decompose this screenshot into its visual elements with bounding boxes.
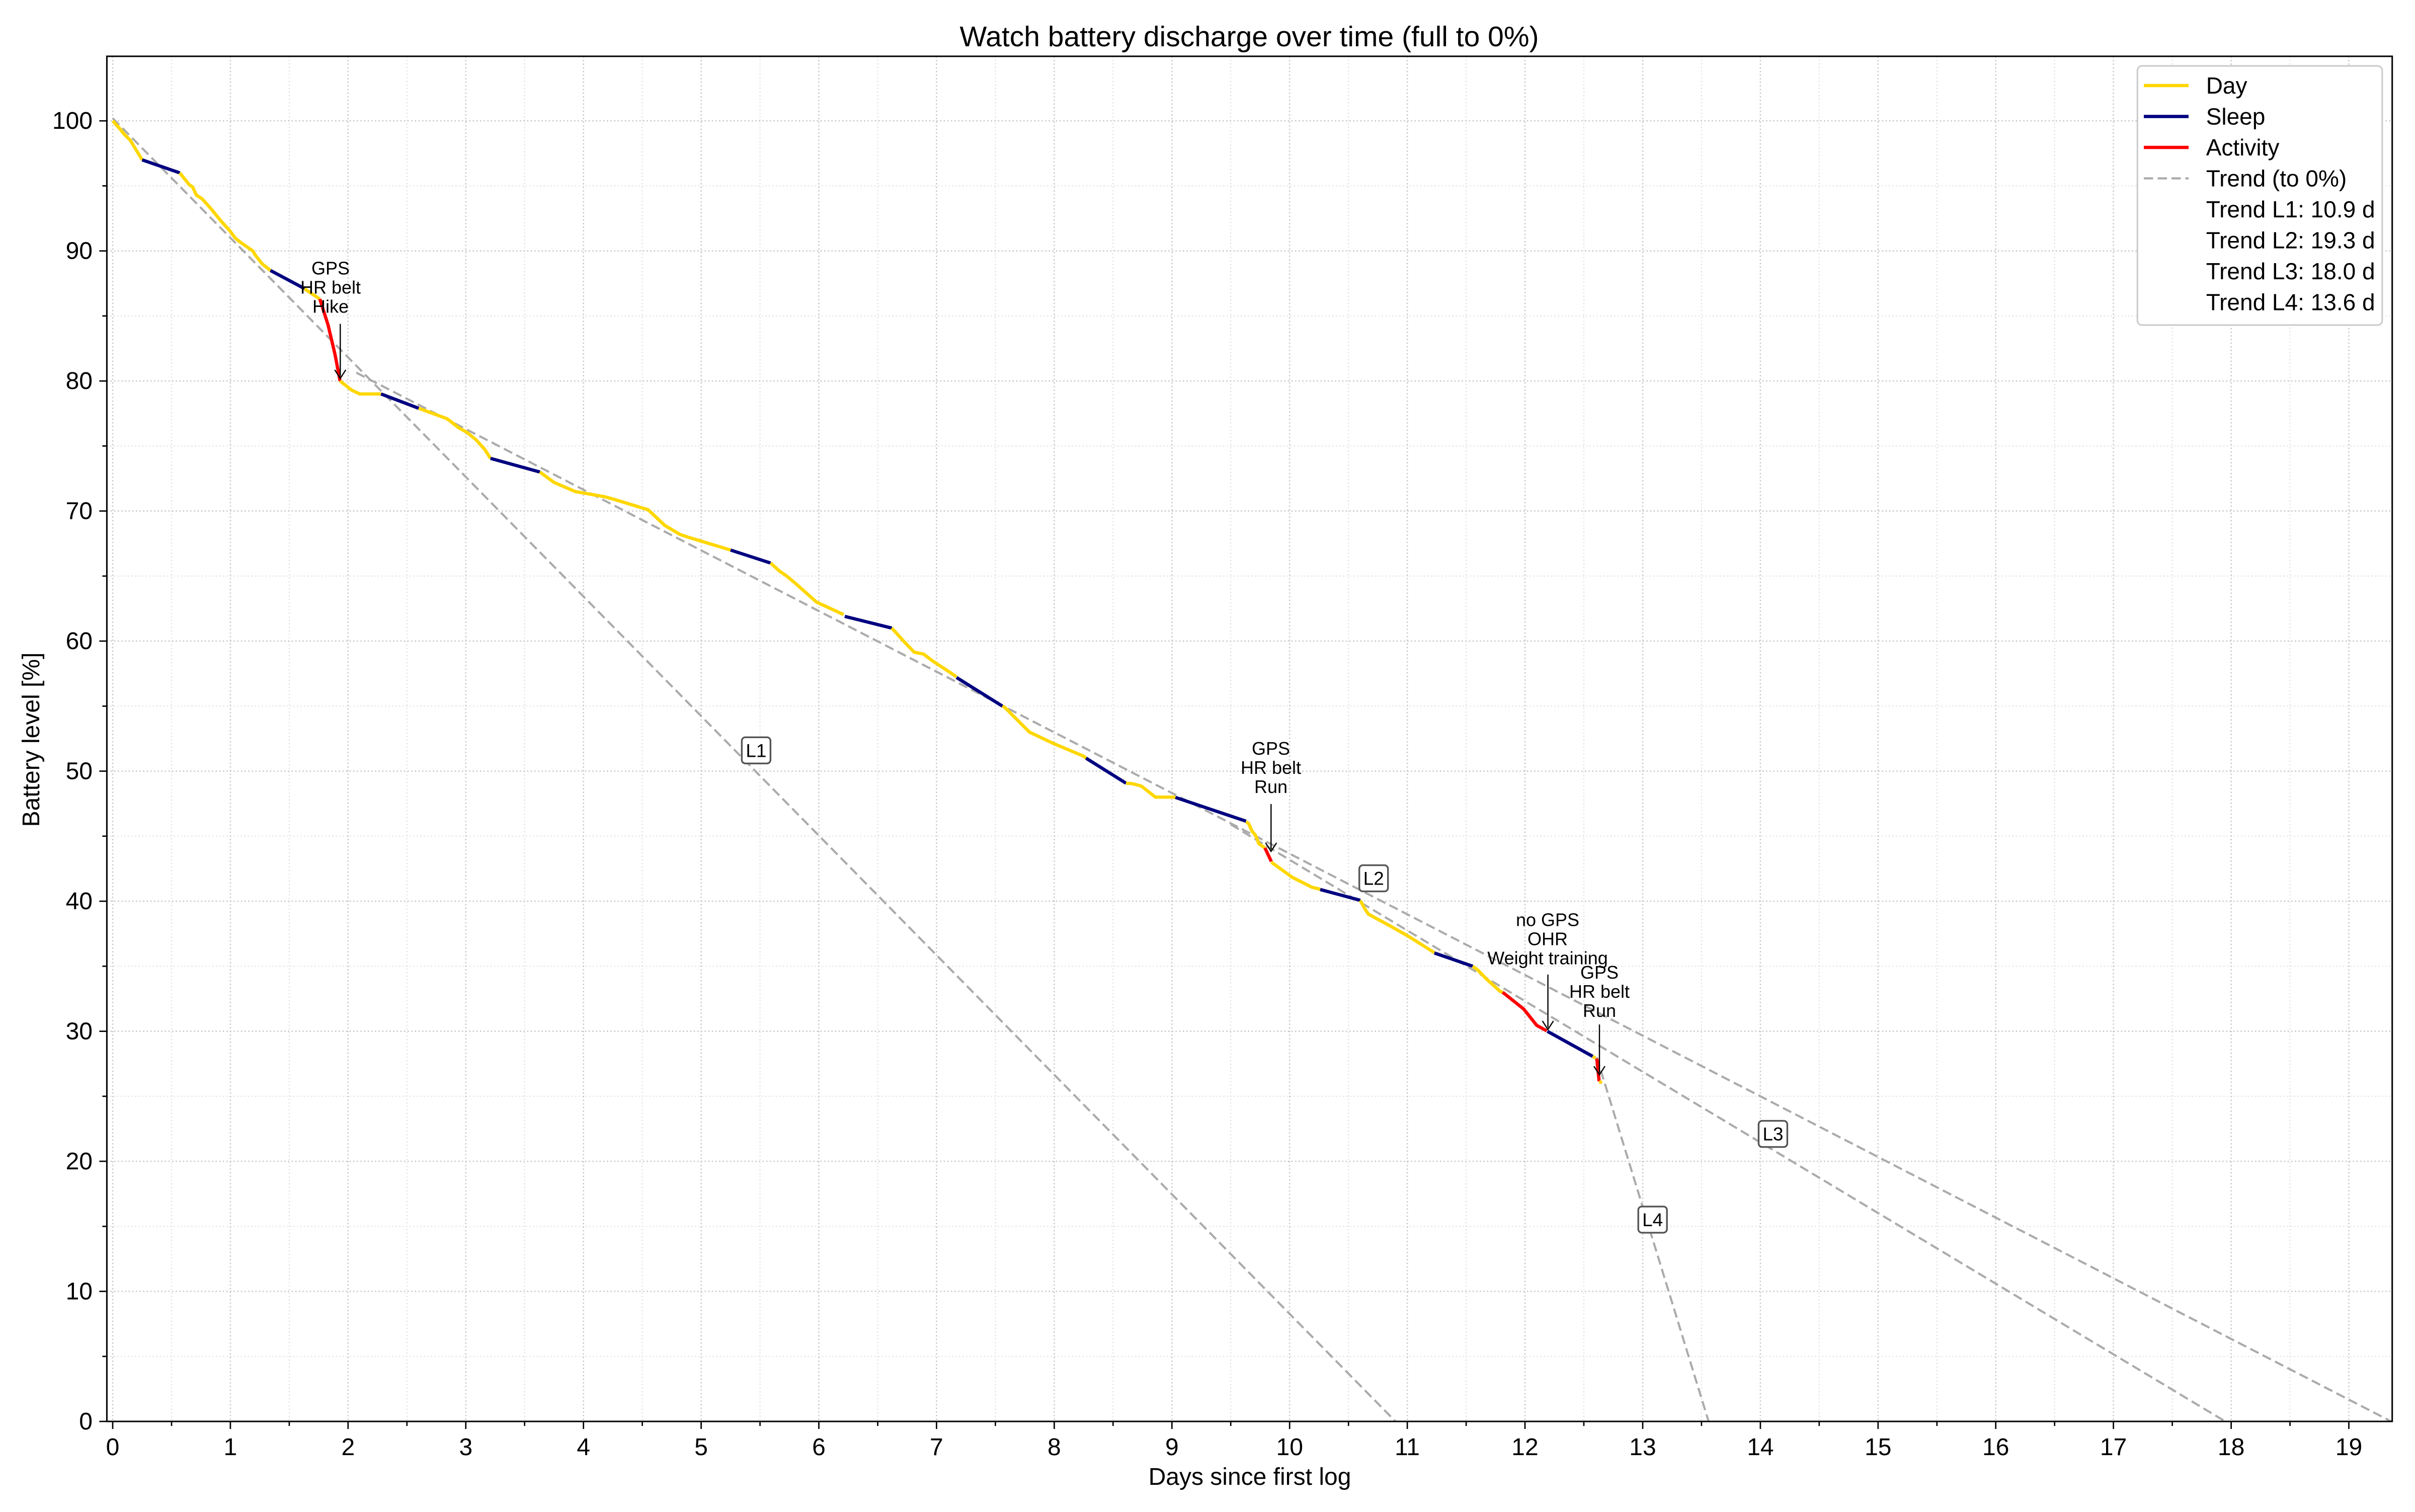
svg-text:L1: L1 bbox=[746, 740, 766, 761]
svg-text:9: 9 bbox=[1165, 1434, 1179, 1461]
svg-text:Day: Day bbox=[2206, 72, 2247, 99]
svg-text:13: 13 bbox=[1629, 1434, 1656, 1461]
svg-text:L4: L4 bbox=[1642, 1210, 1663, 1230]
svg-text:60: 60 bbox=[66, 628, 93, 655]
svg-text:Days since first log: Days since first log bbox=[1149, 1464, 1351, 1490]
svg-text:40: 40 bbox=[66, 888, 93, 915]
svg-text:GPS: GPS bbox=[1252, 738, 1290, 759]
svg-text:15: 15 bbox=[1865, 1434, 1891, 1461]
svg-text:50: 50 bbox=[66, 758, 93, 785]
svg-text:2: 2 bbox=[341, 1434, 355, 1461]
svg-text:6: 6 bbox=[812, 1434, 826, 1461]
svg-text:7: 7 bbox=[930, 1434, 943, 1461]
svg-text:10: 10 bbox=[1276, 1434, 1303, 1461]
svg-text:10: 10 bbox=[66, 1279, 93, 1305]
svg-text:Trend L1: 10.9 d: Trend L1: 10.9 d bbox=[2206, 196, 2375, 222]
svg-text:HR belt: HR belt bbox=[1241, 757, 1301, 778]
svg-text:0: 0 bbox=[79, 1408, 93, 1435]
svg-text:OHR: OHR bbox=[1527, 928, 1568, 949]
svg-text:L3: L3 bbox=[1762, 1124, 1783, 1145]
svg-text:19: 19 bbox=[2336, 1434, 2362, 1461]
svg-text:4: 4 bbox=[577, 1434, 590, 1461]
svg-text:Battery level [%]: Battery level [%] bbox=[18, 653, 45, 827]
svg-text:Sleep: Sleep bbox=[2206, 104, 2266, 130]
svg-text:Activity: Activity bbox=[2206, 134, 2280, 161]
svg-text:11: 11 bbox=[1395, 1434, 1420, 1461]
svg-text:5: 5 bbox=[694, 1434, 708, 1461]
svg-text:Trend L2: 19.3 d: Trend L2: 19.3 d bbox=[2206, 227, 2375, 254]
svg-text:Trend (to 0%): Trend (to 0%) bbox=[2206, 166, 2347, 192]
svg-text:3: 3 bbox=[459, 1434, 472, 1461]
svg-text:70: 70 bbox=[66, 498, 93, 525]
svg-text:GPS: GPS bbox=[311, 258, 350, 278]
svg-text:14: 14 bbox=[1747, 1434, 1774, 1461]
svg-text:L2: L2 bbox=[1363, 868, 1384, 889]
svg-text:Weight training: Weight training bbox=[1487, 947, 1607, 968]
svg-text:GPS: GPS bbox=[1580, 962, 1619, 983]
svg-text:HR belt: HR belt bbox=[300, 277, 361, 297]
svg-text:80: 80 bbox=[66, 368, 93, 394]
svg-text:0: 0 bbox=[106, 1434, 120, 1461]
svg-text:90: 90 bbox=[66, 238, 93, 265]
svg-text:16: 16 bbox=[1982, 1434, 2009, 1461]
svg-text:Run: Run bbox=[1254, 776, 1287, 797]
svg-text:30: 30 bbox=[66, 1018, 93, 1045]
svg-text:20: 20 bbox=[66, 1148, 93, 1175]
svg-text:Hike: Hike bbox=[312, 296, 349, 316]
svg-text:no GPS: no GPS bbox=[1516, 909, 1579, 930]
svg-text:Trend L3: 18.0 d: Trend L3: 18.0 d bbox=[2206, 258, 2375, 284]
svg-text:17: 17 bbox=[2100, 1434, 2127, 1461]
svg-text:HR belt: HR belt bbox=[1569, 981, 1630, 1002]
svg-text:Trend L4: 13.6 d: Trend L4: 13.6 d bbox=[2206, 289, 2375, 315]
svg-text:12: 12 bbox=[1511, 1434, 1538, 1461]
svg-text:Watch battery discharge over t: Watch battery discharge over time (full … bbox=[960, 21, 1539, 53]
svg-text:8: 8 bbox=[1048, 1434, 1061, 1461]
svg-text:18: 18 bbox=[2218, 1434, 2244, 1461]
svg-text:100: 100 bbox=[52, 108, 93, 134]
svg-text:1: 1 bbox=[224, 1434, 237, 1461]
svg-text:Run: Run bbox=[1583, 1000, 1616, 1021]
